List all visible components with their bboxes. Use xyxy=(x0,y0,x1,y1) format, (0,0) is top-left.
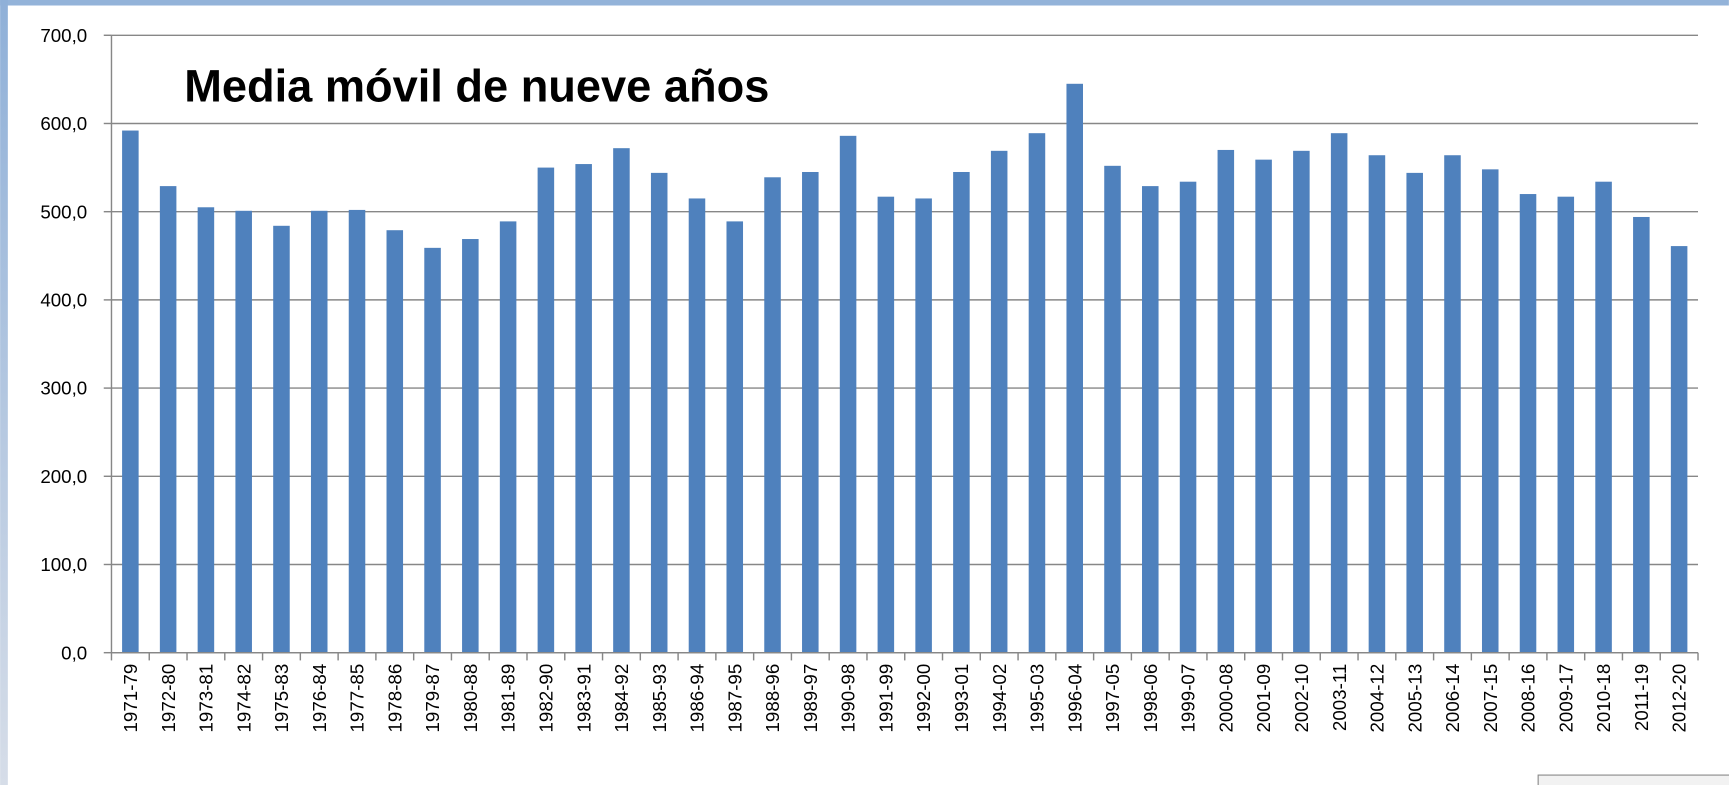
bar xyxy=(310,210,328,653)
x-tick-label: 1995-03 xyxy=(1027,664,1048,733)
x-tick-label: 1992-00 xyxy=(913,664,934,733)
bar xyxy=(1406,172,1423,653)
x-tick-label: 2005-13 xyxy=(1404,664,1425,733)
x-tick-label: 1989-97 xyxy=(800,664,821,733)
bar xyxy=(877,196,895,653)
bar xyxy=(424,247,441,653)
y-tick-label: 600,0 xyxy=(40,113,87,134)
x-tick-label: 1977-85 xyxy=(347,664,368,733)
y-tick-label: 100,0 xyxy=(40,554,87,575)
x-tick-label: 2004-12 xyxy=(1367,664,1388,733)
x-tick-label: 2006-14 xyxy=(1442,664,1463,733)
bar xyxy=(1557,196,1575,653)
bar xyxy=(197,207,215,653)
x-tick-label: 1997-05 xyxy=(1102,664,1123,733)
y-tick-label: 300,0 xyxy=(40,378,87,399)
x-tick-label: 2009-17 xyxy=(1555,664,1576,733)
x-tick-label: 1975-83 xyxy=(271,664,292,733)
x-tick-label: 2000-08 xyxy=(1215,664,1236,733)
x-tick-label: 2008-16 xyxy=(1518,664,1539,733)
bar xyxy=(1330,133,1348,653)
bar xyxy=(1444,155,1461,653)
x-tick-label: 2010-18 xyxy=(1593,664,1614,733)
bar xyxy=(613,148,630,653)
bar xyxy=(802,171,819,653)
x-tick-label: 1973-81 xyxy=(196,664,217,733)
bar xyxy=(688,198,706,653)
x-tick-label: 2001-09 xyxy=(1253,664,1274,733)
y-tick-label: 0,0 xyxy=(61,642,87,663)
bar xyxy=(1519,194,1537,653)
x-tick-label: 1998-06 xyxy=(1140,664,1161,733)
bar xyxy=(764,177,781,653)
x-tick-label: 1988-96 xyxy=(762,664,783,733)
bar xyxy=(386,230,404,653)
x-tick-label: 1999-07 xyxy=(1178,664,1199,733)
bar xyxy=(159,186,177,653)
x-tick-label: 1987-95 xyxy=(724,664,745,733)
bar xyxy=(1633,216,1650,653)
bar xyxy=(990,150,1008,653)
bar xyxy=(537,167,555,653)
x-tick-label: 1991-99 xyxy=(875,664,896,733)
bar xyxy=(1217,149,1235,653)
x-tick-label: 2003-11 xyxy=(1329,664,1350,731)
x-tick-label: 2007-15 xyxy=(1480,664,1501,733)
bar xyxy=(1179,181,1197,653)
x-tick-label: 1990-98 xyxy=(838,664,859,733)
bar xyxy=(953,171,970,653)
x-tick-label: 1982-90 xyxy=(535,664,556,733)
bar xyxy=(839,135,857,653)
bar xyxy=(1368,155,1386,653)
x-tick-label: 2002-10 xyxy=(1291,664,1312,733)
x-tick-label: 1980-88 xyxy=(460,664,481,733)
bar xyxy=(575,164,592,653)
x-tick-label: 1994-02 xyxy=(989,664,1010,733)
bar xyxy=(1595,181,1612,653)
x-tick-label: 2011-19 xyxy=(1631,664,1652,731)
x-tick-label: 1974-82 xyxy=(233,664,254,733)
bar xyxy=(915,198,932,653)
bar xyxy=(462,239,479,653)
x-tick-label: 1993-01 xyxy=(951,664,972,733)
x-tick-label: 2012-20 xyxy=(1669,664,1690,733)
x-tick-label: 1976-84 xyxy=(309,664,330,733)
left-border xyxy=(0,0,8,785)
x-tick-label: 1981-89 xyxy=(498,664,519,733)
x-tick-label: 1983-91 xyxy=(573,664,594,733)
x-tick-label: 1978-86 xyxy=(384,664,405,733)
bar xyxy=(1293,150,1310,653)
bar xyxy=(235,210,252,653)
bar xyxy=(1481,169,1499,653)
bar xyxy=(1066,83,1083,653)
bar xyxy=(1028,133,1046,653)
bar xyxy=(1255,159,1272,653)
bar xyxy=(499,221,517,653)
bar xyxy=(348,209,366,653)
top-border xyxy=(0,0,1729,6)
x-tick-label: 1979-87 xyxy=(422,664,443,733)
bar xyxy=(1104,165,1121,653)
bar xyxy=(273,225,290,653)
y-tick-label: 400,0 xyxy=(40,290,87,311)
bar xyxy=(1670,246,1688,653)
bar xyxy=(1142,186,1159,653)
corner-box xyxy=(1537,774,1729,785)
y-tick-label: 700,0 xyxy=(40,25,87,46)
x-tick-label: 1996-04 xyxy=(1064,664,1085,733)
y-tick-label: 200,0 xyxy=(40,466,87,487)
x-tick-label: 1971-79 xyxy=(120,664,141,733)
plot-area: 0,0 100,0 200,0 300,0 400,0 500,0 600,0 700,0 19… xyxy=(40,25,1699,733)
x-tick-label: 1986-94 xyxy=(687,664,708,733)
y-tick-label: 500,0 xyxy=(40,201,87,222)
x-tick-label: 1984-92 xyxy=(611,664,632,733)
bar xyxy=(650,172,668,653)
bar xyxy=(122,130,139,653)
x-tick-label: 1972-80 xyxy=(158,664,179,733)
bar xyxy=(726,221,744,653)
chart-title: Media móvil de nueve años xyxy=(184,60,769,111)
x-tick-label: 1985-93 xyxy=(649,664,670,733)
